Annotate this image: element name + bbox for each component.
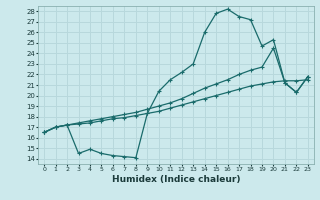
X-axis label: Humidex (Indice chaleur): Humidex (Indice chaleur) [112, 175, 240, 184]
